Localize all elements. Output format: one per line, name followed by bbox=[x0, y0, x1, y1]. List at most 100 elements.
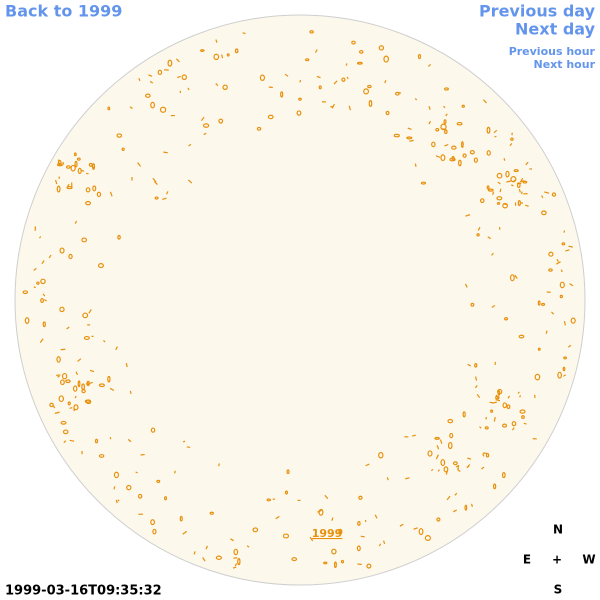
feature-contour bbox=[464, 504, 468, 511]
feature-contour bbox=[57, 375, 60, 378]
feature-contour bbox=[499, 188, 502, 193]
feature-contour bbox=[109, 387, 115, 392]
feature-contour bbox=[226, 53, 230, 57]
feature-contour bbox=[385, 110, 390, 116]
compass-north: N bbox=[553, 523, 563, 537]
feature-contour bbox=[40, 298, 45, 304]
feature-contour bbox=[304, 58, 310, 62]
feature-contour bbox=[494, 135, 497, 138]
feature-contour bbox=[430, 468, 434, 472]
feature-contour bbox=[395, 91, 400, 96]
feature-contour bbox=[409, 139, 414, 142]
feature-contour bbox=[58, 395, 64, 403]
feature-contour bbox=[41, 260, 45, 265]
feature-contour bbox=[81, 388, 86, 394]
compass-south: S bbox=[554, 583, 563, 597]
feature-contour bbox=[511, 184, 514, 187]
previous-day-link[interactable]: Previous day bbox=[479, 2, 596, 21]
feature-contour bbox=[435, 127, 440, 132]
feature-contour bbox=[356, 61, 363, 65]
feature-contour bbox=[522, 180, 528, 184]
feature-contour bbox=[493, 416, 496, 422]
feature-contour bbox=[451, 156, 455, 161]
back-link[interactable]: Back to 1999 bbox=[5, 2, 122, 21]
feature-contour bbox=[358, 495, 363, 500]
feature-contour bbox=[497, 390, 501, 396]
feature-contour bbox=[525, 204, 529, 207]
feature-contour bbox=[360, 535, 365, 538]
feature-contour bbox=[439, 439, 443, 444]
feature-contour bbox=[537, 347, 541, 351]
feature-contour bbox=[563, 356, 567, 360]
feature-contour bbox=[56, 185, 61, 193]
feature-contour bbox=[286, 469, 290, 475]
feature-contour bbox=[103, 340, 106, 343]
feature-contour bbox=[86, 380, 90, 387]
feature-contour bbox=[486, 185, 490, 190]
feature-contour bbox=[209, 511, 214, 515]
feature-contour bbox=[491, 252, 494, 256]
feature-contour bbox=[39, 338, 44, 343]
feature-contour bbox=[85, 200, 92, 206]
feature-contour bbox=[109, 191, 113, 197]
feature-contour bbox=[205, 545, 209, 550]
feature-contour bbox=[559, 281, 565, 289]
feature-contour bbox=[256, 126, 262, 131]
feature-contour bbox=[502, 203, 508, 206]
feature-contour bbox=[85, 187, 91, 193]
feature-contour bbox=[501, 471, 506, 479]
feature-contour bbox=[177, 75, 181, 79]
feature-contour bbox=[446, 495, 451, 501]
feature-contour bbox=[237, 558, 241, 566]
feature-contour bbox=[356, 545, 361, 552]
feature-contour bbox=[165, 191, 169, 195]
feature-contour bbox=[427, 450, 433, 457]
feature-contour bbox=[487, 188, 494, 192]
feature-contour bbox=[252, 527, 259, 533]
feature-contour bbox=[467, 457, 472, 460]
feature-contour bbox=[534, 373, 541, 381]
feature-contour bbox=[157, 69, 163, 76]
next-day-link[interactable]: Next day bbox=[515, 20, 596, 39]
feature-contour bbox=[314, 49, 318, 53]
feature-contour bbox=[454, 492, 458, 496]
feature-contour bbox=[560, 269, 563, 273]
feature-contour bbox=[479, 426, 482, 429]
solar-disc bbox=[14, 14, 586, 586]
feature-contour bbox=[66, 185, 73, 190]
feature-contour bbox=[63, 440, 67, 444]
feature-contour bbox=[447, 441, 453, 450]
feature-contour bbox=[44, 299, 48, 302]
feature-contour bbox=[75, 371, 79, 376]
feature-contour bbox=[461, 104, 465, 108]
feature-contour bbox=[333, 80, 338, 85]
previous-hour-link[interactable]: Previous hour bbox=[509, 45, 596, 58]
feature-contour bbox=[61, 372, 68, 380]
feature-contour bbox=[24, 317, 30, 324]
feature-contour bbox=[98, 383, 105, 388]
feature-contour bbox=[145, 93, 151, 98]
feature-contour bbox=[221, 54, 224, 59]
disc-label-link[interactable]: 1999 bbox=[312, 527, 343, 540]
features bbox=[22, 30, 576, 569]
feature-contour bbox=[33, 267, 37, 271]
feature-contour bbox=[65, 379, 71, 384]
feature-contour bbox=[22, 290, 29, 295]
feature-contour bbox=[70, 164, 76, 172]
feature-contour bbox=[470, 302, 475, 307]
feature-contour bbox=[476, 233, 480, 237]
feature-contour bbox=[563, 321, 567, 326]
feature-contour bbox=[149, 80, 154, 84]
feature-contour bbox=[435, 155, 441, 158]
feature-contour bbox=[465, 214, 471, 217]
next-hour-link[interactable]: Next hour bbox=[534, 58, 596, 71]
feature-contour bbox=[492, 483, 497, 490]
feature-contour bbox=[233, 557, 238, 559]
feature-contour bbox=[473, 157, 478, 163]
feature-contour bbox=[115, 346, 118, 351]
feature-contour bbox=[200, 49, 205, 52]
feature-contour bbox=[88, 309, 92, 314]
feature-contour bbox=[496, 201, 501, 205]
feature-contour bbox=[548, 268, 553, 272]
feature-contour bbox=[159, 106, 167, 113]
